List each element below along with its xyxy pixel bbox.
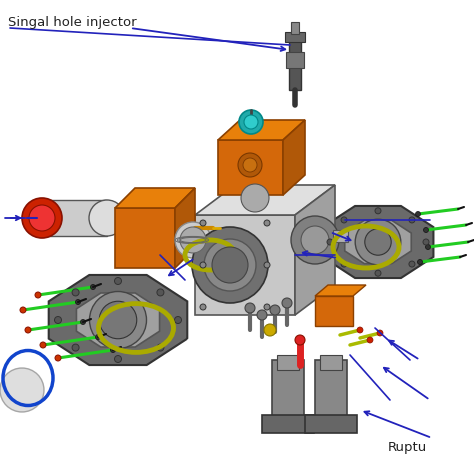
- Circle shape: [367, 337, 373, 343]
- Circle shape: [238, 153, 262, 177]
- Polygon shape: [218, 120, 305, 140]
- Circle shape: [157, 344, 164, 351]
- Circle shape: [365, 229, 391, 255]
- Polygon shape: [175, 188, 195, 268]
- Polygon shape: [345, 220, 411, 264]
- Polygon shape: [115, 188, 195, 208]
- Polygon shape: [315, 296, 353, 326]
- Circle shape: [90, 292, 146, 348]
- Circle shape: [0, 368, 44, 412]
- Circle shape: [20, 307, 26, 313]
- Circle shape: [200, 262, 206, 268]
- Circle shape: [357, 327, 363, 333]
- Circle shape: [375, 208, 381, 214]
- Circle shape: [282, 298, 292, 308]
- Circle shape: [95, 335, 100, 339]
- Bar: [333, 230, 348, 242]
- Circle shape: [29, 205, 55, 231]
- Circle shape: [377, 330, 383, 336]
- Circle shape: [192, 227, 268, 303]
- Circle shape: [423, 239, 429, 245]
- Circle shape: [327, 239, 333, 245]
- Polygon shape: [283, 120, 305, 195]
- Circle shape: [200, 220, 206, 226]
- Circle shape: [180, 227, 206, 253]
- Polygon shape: [49, 275, 187, 365]
- Polygon shape: [195, 185, 335, 215]
- Circle shape: [115, 277, 121, 284]
- Bar: [272, 360, 304, 420]
- Circle shape: [341, 217, 347, 223]
- Circle shape: [423, 228, 428, 233]
- Circle shape: [200, 304, 206, 310]
- Circle shape: [212, 247, 248, 283]
- Bar: [315, 360, 347, 420]
- Bar: [285, 32, 305, 42]
- Circle shape: [22, 198, 62, 238]
- Circle shape: [40, 342, 46, 348]
- Polygon shape: [115, 208, 175, 268]
- Circle shape: [295, 335, 305, 345]
- Circle shape: [243, 158, 257, 172]
- Circle shape: [301, 226, 329, 254]
- Bar: [320, 355, 342, 370]
- Circle shape: [257, 310, 267, 320]
- Circle shape: [264, 262, 270, 268]
- Circle shape: [239, 110, 263, 134]
- Circle shape: [264, 220, 270, 226]
- Circle shape: [291, 216, 339, 264]
- Circle shape: [270, 305, 280, 315]
- Bar: [277, 355, 299, 370]
- Bar: [305, 415, 357, 433]
- Polygon shape: [295, 185, 335, 315]
- Polygon shape: [195, 215, 295, 315]
- Bar: [286, 52, 304, 68]
- Polygon shape: [315, 285, 366, 296]
- Text: Ruptu: Ruptu: [388, 441, 427, 455]
- Circle shape: [264, 324, 276, 336]
- Polygon shape: [323, 206, 433, 278]
- Circle shape: [245, 303, 255, 313]
- Circle shape: [244, 115, 258, 129]
- Circle shape: [89, 200, 125, 236]
- Circle shape: [81, 319, 85, 325]
- Circle shape: [91, 284, 95, 290]
- Circle shape: [341, 261, 347, 267]
- Polygon shape: [218, 140, 283, 195]
- Text: Singal hole injector: Singal hole injector: [8, 16, 137, 28]
- Circle shape: [175, 222, 211, 258]
- Circle shape: [264, 304, 270, 310]
- Circle shape: [72, 289, 79, 296]
- Circle shape: [55, 355, 61, 361]
- Circle shape: [241, 184, 269, 212]
- Circle shape: [355, 219, 401, 265]
- Bar: [262, 415, 314, 433]
- Circle shape: [110, 347, 116, 353]
- Circle shape: [75, 300, 81, 304]
- Circle shape: [25, 327, 31, 333]
- Circle shape: [416, 211, 420, 217]
- Bar: [291, 22, 299, 34]
- Circle shape: [418, 259, 422, 264]
- Circle shape: [157, 289, 164, 296]
- Circle shape: [174, 317, 182, 323]
- Circle shape: [55, 317, 62, 323]
- Circle shape: [99, 301, 137, 339]
- Circle shape: [72, 344, 79, 351]
- Circle shape: [35, 292, 41, 298]
- Circle shape: [409, 217, 415, 223]
- Circle shape: [115, 356, 121, 363]
- Bar: [42, 200, 107, 236]
- Bar: [289, 40, 301, 90]
- Circle shape: [426, 245, 430, 249]
- Polygon shape: [76, 293, 160, 347]
- Circle shape: [375, 270, 381, 276]
- Circle shape: [204, 239, 256, 291]
- Circle shape: [409, 261, 415, 267]
